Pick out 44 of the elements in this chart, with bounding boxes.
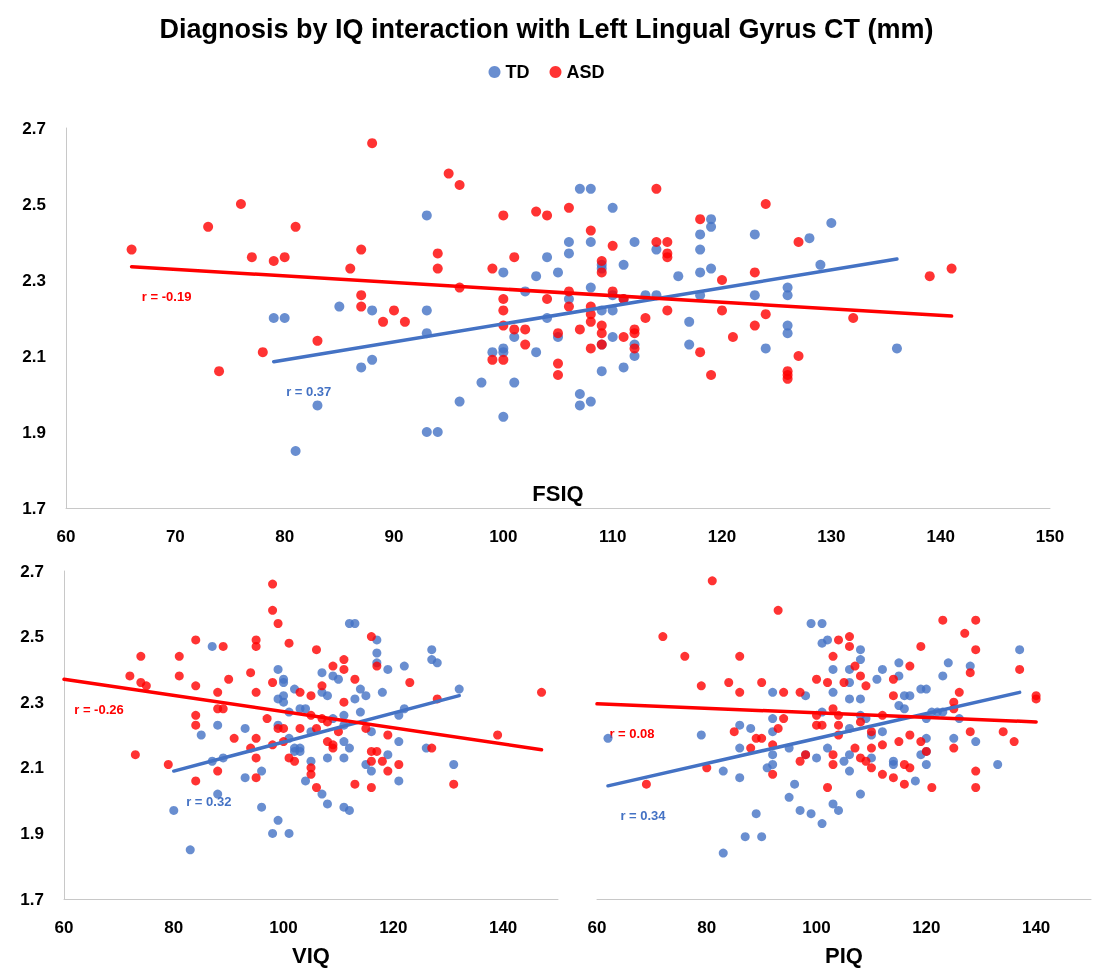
y-tick-label: 1.9 bbox=[20, 823, 44, 843]
legend-label: ASD bbox=[566, 62, 605, 82]
y-tick-label: 2.7 bbox=[22, 118, 46, 138]
annotation: r = 0.32 bbox=[186, 793, 232, 809]
y-tick-label: 1.7 bbox=[22, 498, 46, 518]
y-tick-label: 2.5 bbox=[22, 194, 46, 214]
x-tick-label: 90 bbox=[384, 527, 404, 546]
x-tick-label: 120 bbox=[379, 918, 408, 937]
y-tick-label: 2.7 bbox=[20, 561, 44, 581]
x-axis-title: FSIQ bbox=[532, 480, 584, 506]
x-axis-title: PIQ bbox=[825, 942, 863, 968]
x-tick-label: 140 bbox=[926, 527, 955, 546]
x-tick-label: 140 bbox=[488, 918, 518, 937]
x-tick-label: 100 bbox=[269, 918, 298, 937]
x-axis-title: VIQ bbox=[292, 942, 330, 968]
x-tick-label: 80 bbox=[164, 918, 184, 937]
y-tick-label: 2.5 bbox=[20, 627, 44, 647]
x-tick-label: 80 bbox=[275, 527, 295, 546]
x-tick-label: 130 bbox=[817, 527, 846, 546]
x-tick-label: 60 bbox=[56, 527, 76, 546]
x-tick-label: 150 bbox=[1035, 527, 1065, 546]
annotation: r = -0.26 bbox=[74, 701, 124, 717]
y-tick-label: 2.1 bbox=[20, 758, 44, 778]
x-tick-label: 140 bbox=[1021, 918, 1051, 937]
legend-label: TD bbox=[505, 62, 530, 82]
x-tick-label: 60 bbox=[54, 918, 74, 937]
annotation: r = 0.37 bbox=[286, 384, 332, 400]
y-tick-label: 1.9 bbox=[22, 422, 46, 442]
y-tick-label: 2.3 bbox=[22, 270, 46, 290]
x-tick-label: 120 bbox=[707, 527, 737, 546]
x-tick-label: 100 bbox=[489, 527, 518, 546]
annotation: r = 0.08 bbox=[609, 726, 655, 742]
x-tick-label: 110 bbox=[598, 527, 627, 546]
y-tick-label: 1.7 bbox=[20, 889, 44, 909]
x-tick-label: 120 bbox=[912, 918, 941, 937]
x-tick-label: 70 bbox=[165, 527, 185, 546]
x-tick-label: 100 bbox=[802, 918, 831, 937]
x-tick-label: 80 bbox=[697, 918, 717, 937]
annotation: r = -0.19 bbox=[141, 289, 192, 305]
y-tick-label: 2.3 bbox=[20, 692, 44, 712]
chart-title: Diagnosis by IQ interaction with Left Lingual Gyrus CT (mm) bbox=[159, 13, 934, 44]
y-tick-label: 2.1 bbox=[22, 346, 46, 366]
x-tick-label: 60 bbox=[587, 918, 607, 937]
annotation: r = 0.34 bbox=[620, 808, 667, 824]
